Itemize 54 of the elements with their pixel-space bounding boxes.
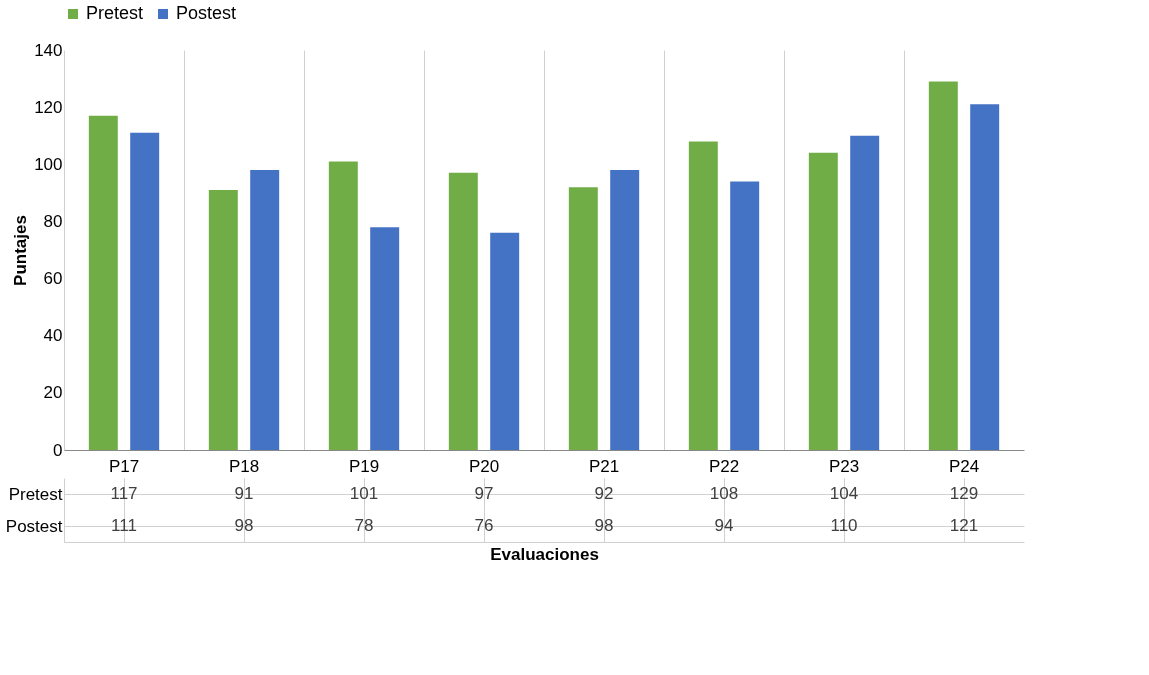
data-label: 111 xyxy=(111,516,137,535)
data-label: 108 xyxy=(709,484,739,503)
x-tick-label: P19 xyxy=(348,456,380,476)
y-tick-label: 120 xyxy=(34,97,63,117)
data-label: 78 xyxy=(354,516,374,535)
bar xyxy=(250,170,280,450)
x-tick-label: P20 xyxy=(468,456,500,476)
bar xyxy=(610,170,640,450)
y-tick-label: 40 xyxy=(43,326,63,346)
bar xyxy=(808,152,838,450)
legend-label: Postest xyxy=(176,3,237,23)
x-axis-title: Evaluaciones xyxy=(490,544,599,564)
data-label: 101 xyxy=(349,484,379,503)
y-tick-label: 0 xyxy=(53,440,63,460)
bar xyxy=(130,132,160,450)
y-tick-label: 60 xyxy=(43,269,63,289)
bar xyxy=(850,135,880,450)
x-tick-label: P21 xyxy=(588,456,620,476)
text: Postest xyxy=(5,516,63,536)
data-label: 121 xyxy=(949,516,979,535)
data-label: 91 xyxy=(234,484,254,503)
x-tick-label: P24 xyxy=(948,456,980,476)
y-tick-label: 20 xyxy=(43,383,63,403)
y-tick-label: 80 xyxy=(43,211,63,231)
data-label: 117 xyxy=(110,484,138,503)
data-label: 92 xyxy=(594,484,614,503)
x-tick-label: P17 xyxy=(108,456,140,476)
bar xyxy=(568,187,598,450)
x-tick-label: P18 xyxy=(228,456,260,476)
bar xyxy=(928,81,958,450)
x-tick-label: P22 xyxy=(708,456,740,476)
bar xyxy=(328,161,358,450)
x-tick-label: P23 xyxy=(828,456,860,476)
bar xyxy=(688,141,718,450)
data-label: 97 xyxy=(474,484,494,503)
data-label: 110 xyxy=(830,516,858,535)
data-label: 104 xyxy=(829,484,859,503)
y-tick-label: 140 xyxy=(34,40,63,60)
bar xyxy=(370,227,400,450)
bar xyxy=(490,232,520,450)
bar xyxy=(730,181,760,450)
data-label: 94 xyxy=(714,516,734,535)
data-label: 129 xyxy=(949,484,979,503)
data-label: 76 xyxy=(474,516,494,535)
bar xyxy=(970,104,1000,450)
y-tick-label: 100 xyxy=(34,154,63,174)
bar xyxy=(88,115,118,450)
text: Pretest xyxy=(8,484,63,504)
data-label: 98 xyxy=(594,516,614,535)
legend-label: Pretest xyxy=(86,3,144,23)
data-label: 98 xyxy=(234,516,254,535)
bar xyxy=(448,172,478,450)
bar xyxy=(208,190,238,450)
y-axis-title: Puntajes xyxy=(11,215,31,286)
